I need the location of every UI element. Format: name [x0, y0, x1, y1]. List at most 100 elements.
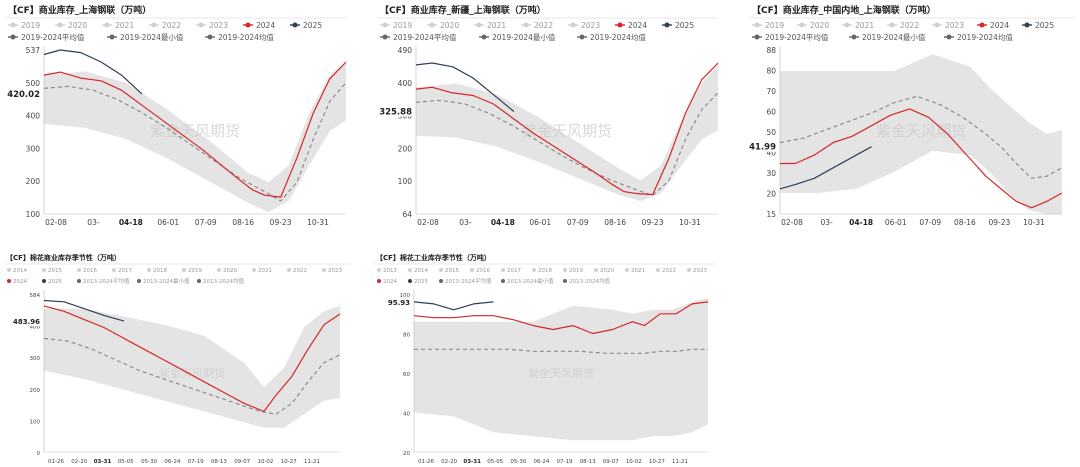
- svg-text:2022: 2022: [293, 268, 307, 274]
- y-tick-label: 400: [30, 325, 41, 331]
- legend-item-avg[interactable]: 2019-2024平均值: [752, 32, 829, 42]
- chart-svg-2: 【CF】商业库存_中国内地_上海钢联（万吨） 2019 2020 2021 20…: [744, 4, 1074, 227]
- plot-area: 紫金天风期货 88 80 70 60 50 40 30 20 15 02-08 03- 04-18 06-…: [744, 46, 1063, 227]
- x-tick-label: 06-24: [164, 459, 180, 465]
- legend-item-2022[interactable]: 2022: [149, 21, 181, 30]
- x-tick-label: 03-31: [94, 459, 112, 465]
- svg-text:2016: 2016: [476, 268, 490, 274]
- svg-text:2023: 2023: [581, 21, 600, 30]
- legend-item-2019[interactable]: 2019: [563, 268, 583, 274]
- legend-item-min[interactable]: 2013-2024最小值: [501, 277, 554, 285]
- series-2024-line: [43, 61, 347, 198]
- legend-item-2023[interactable]: 2023: [196, 21, 228, 30]
- legend-item-2023[interactable]: 2023: [322, 268, 342, 274]
- legend-item-2025[interactable]: 2025: [1022, 21, 1054, 30]
- x-tick-label: 04-18: [491, 218, 515, 227]
- legend-item-2019[interactable]: 2019: [182, 268, 202, 274]
- legend-item-2018[interactable]: 2018: [532, 268, 552, 274]
- x-tick-label: 10-31: [307, 218, 329, 227]
- x-tick-label: 06-01: [157, 218, 179, 227]
- legend-item-min[interactable]: 2013-2024最小值: [137, 277, 190, 285]
- x-tick-label: 09-23: [642, 218, 664, 227]
- legend-item-2024[interactable]: 2024: [377, 279, 397, 285]
- legend-item-2024[interactable]: 2024: [7, 279, 27, 285]
- x-tick-label: 05-30: [141, 459, 157, 465]
- svg-text:2021: 2021: [115, 21, 134, 30]
- svg-text:2020: 2020: [223, 268, 237, 274]
- svg-text:2013-2024均值: 2013-2024均值: [203, 277, 244, 285]
- legend-item-2024[interactable]: 2024: [243, 21, 275, 30]
- legend-item-2015[interactable]: 2015: [42, 268, 62, 274]
- legend-item-mean[interactable]: 2019-2024均值: [577, 32, 646, 42]
- legend-item-2016[interactable]: 2016: [77, 268, 97, 274]
- legend-item-2017[interactable]: 2017: [501, 268, 521, 274]
- legend-item-2024[interactable]: 2024: [977, 21, 1009, 30]
- legend-item-2024[interactable]: 2024: [615, 21, 647, 30]
- y-tick-label: 100: [398, 177, 413, 186]
- legend-item-mean[interactable]: 2013-2024均值: [197, 277, 244, 285]
- legend-item-2022[interactable]: 2022: [521, 21, 553, 30]
- legend-item-avg[interactable]: 2013-2024平均值: [439, 277, 492, 285]
- legend-item-2019[interactable]: 2019: [380, 21, 412, 30]
- legend-item-2025[interactable]: 2025: [290, 21, 322, 30]
- x-tick-label: 10-02: [626, 459, 642, 465]
- legend-item-2020[interactable]: 2020: [217, 268, 237, 274]
- legend-item-2020[interactable]: 2020: [594, 268, 614, 274]
- legend-item-avg[interactable]: 2019-2024平均值: [380, 32, 457, 42]
- y-tick-label: 80: [403, 333, 410, 339]
- legend-item-2020[interactable]: 2020: [55, 21, 87, 30]
- svg-text:2013-2024平均值: 2013-2024平均值: [83, 277, 130, 285]
- legend-item-avg[interactable]: 2019-2024平均值: [8, 32, 85, 42]
- legend-item-2023[interactable]: 2023: [932, 21, 964, 30]
- legend-item-2022[interactable]: 2022: [656, 268, 676, 274]
- legend-item-2020[interactable]: 2020: [797, 21, 829, 30]
- legend-item-min[interactable]: 2019-2024最小值: [849, 32, 926, 42]
- svg-text:2019-2024最小值: 2019-2024最小值: [492, 32, 556, 42]
- legend[interactable]: 2019 2020 2021 2022 2023 2024 2025 2019-…: [8, 21, 322, 42]
- avg-series-line: [415, 92, 719, 196]
- x-tick-label: 09-23: [270, 218, 292, 227]
- legend-item-2018[interactable]: 2018: [147, 268, 167, 274]
- y-tick-label: 40: [403, 412, 410, 418]
- legend-item-2013[interactable]: 2013: [377, 268, 397, 274]
- legend-item-mean[interactable]: 2019-2024均值: [944, 32, 1013, 42]
- legend-item-2015[interactable]: 2015: [439, 268, 459, 274]
- series-2024-line: [780, 108, 1063, 209]
- legend[interactable]: 2014 2015 2016 2017 2018 2019 2020 2021 …: [7, 268, 342, 285]
- legend-item-min[interactable]: 2019-2024最小值: [479, 32, 556, 42]
- legend-item-2021[interactable]: 2021: [474, 21, 506, 30]
- svg-text:2018: 2018: [153, 268, 167, 274]
- legend-item-2021[interactable]: 2021: [842, 21, 874, 30]
- legend-item-2021[interactable]: 2021: [102, 21, 134, 30]
- legend-item-2022[interactable]: 2022: [287, 268, 307, 274]
- legend-item-2014[interactable]: 2014: [408, 268, 428, 274]
- legend-item-mean[interactable]: 2013-2024均值: [563, 277, 610, 285]
- range-band: [780, 54, 1062, 215]
- legend-item-2022[interactable]: 2022: [887, 21, 919, 30]
- legend[interactable]: 2019 2020 2021 2022 2023 2024 2025 2019-…: [380, 21, 694, 42]
- legend-item-mean[interactable]: 2019-2024均值: [205, 32, 274, 42]
- legend[interactable]: 2019 2020 2021 2022 2023 2024 2025 2019-…: [752, 21, 1054, 42]
- legend-item-2023[interactable]: 2023: [687, 268, 707, 274]
- legend-item-2025[interactable]: 2025: [662, 21, 694, 30]
- legend-item-2016[interactable]: 2016: [470, 268, 490, 274]
- legend-item-2019[interactable]: 2019: [8, 21, 40, 30]
- range-band: [44, 305, 340, 428]
- svg-text:2014: 2014: [414, 268, 428, 274]
- legend-item-2021[interactable]: 2021: [252, 268, 272, 274]
- legend-item-2021[interactable]: 2021: [625, 268, 645, 274]
- x-tick-label: 08-16: [954, 218, 976, 227]
- x-tick-label: 11-21: [672, 459, 688, 465]
- svg-text:2021: 2021: [631, 268, 645, 274]
- legend-item-2023[interactable]: 2023: [568, 21, 600, 30]
- legend-item-2020[interactable]: 2020: [427, 21, 459, 30]
- legend-item-2017[interactable]: 2017: [112, 268, 132, 274]
- legend-item-2014[interactable]: 2014: [7, 268, 27, 274]
- legend[interactable]: 2013 2014 2015 2016 2017 2018 2019 2020 …: [377, 268, 707, 285]
- legend-item-2025[interactable]: 2025: [42, 279, 62, 285]
- legend-item-2019[interactable]: 2019: [752, 21, 784, 30]
- legend-item-2025[interactable]: 2025: [408, 279, 428, 285]
- svg-text:2015: 2015: [445, 268, 459, 274]
- legend-item-min[interactable]: 2019-2024最小值: [107, 32, 184, 42]
- legend-item-avg[interactable]: 2013-2024平均值: [77, 277, 130, 285]
